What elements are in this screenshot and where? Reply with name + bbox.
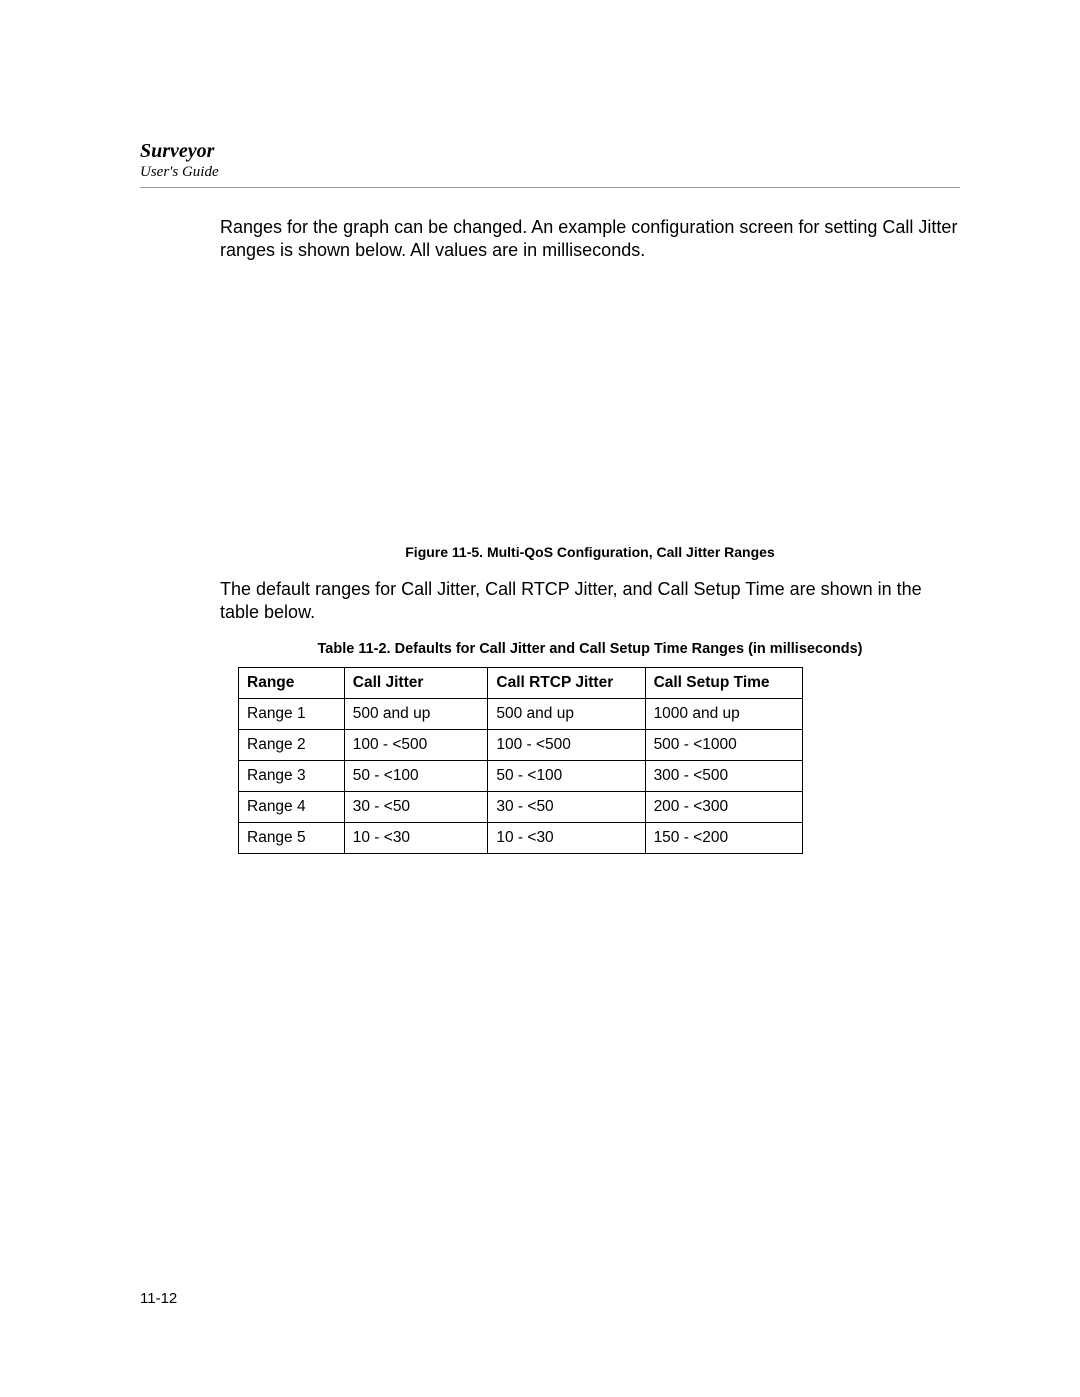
cell-setup: 300 - <500 <box>645 761 802 792</box>
table-caption: Table 11-2. Defaults for Call Jitter and… <box>220 641 960 657</box>
page-number: 11-12 <box>140 1290 177 1307</box>
after-figure-paragraph: The default ranges for Call Jitter, Call… <box>220 578 960 623</box>
table-row: Range 5 10 - <30 10 - <30 150 - <200 <box>239 823 803 854</box>
col-header-range: Range <box>239 668 345 699</box>
page-header: Surveyor User's Guide <box>140 140 960 181</box>
cell-rtcp: 50 - <100 <box>488 761 645 792</box>
cell-range: Range 5 <box>239 823 345 854</box>
cell-jitter: 10 - <30 <box>344 823 488 854</box>
doc-subtitle: User's Guide <box>140 164 960 181</box>
table-row: Range 1 500 and up 500 and up 1000 and u… <box>239 699 803 730</box>
cell-setup: 1000 and up <box>645 699 802 730</box>
header-rule <box>140 187 960 188</box>
cell-setup: 200 - <300 <box>645 792 802 823</box>
doc-title: Surveyor <box>140 140 960 162</box>
cell-range: Range 3 <box>239 761 345 792</box>
cell-rtcp: 500 and up <box>488 699 645 730</box>
cell-jitter: 500 and up <box>344 699 488 730</box>
table-header: Range Call Jitter Call RTCP Jitter Call … <box>239 668 803 699</box>
cell-jitter: 100 - <500 <box>344 730 488 761</box>
cell-range: Range 1 <box>239 699 345 730</box>
cell-jitter: 30 - <50 <box>344 792 488 823</box>
col-header-rtcp: Call RTCP Jitter <box>488 668 645 699</box>
cell-range: Range 2 <box>239 730 345 761</box>
cell-rtcp: 30 - <50 <box>488 792 645 823</box>
cell-setup: 150 - <200 <box>645 823 802 854</box>
cell-jitter: 50 - <100 <box>344 761 488 792</box>
col-header-setup: Call Setup Time <box>645 668 802 699</box>
document-page: Surveyor User's Guide Ranges for the gra… <box>0 0 1080 1397</box>
table-row: Range 3 50 - <100 50 - <100 300 - <500 <box>239 761 803 792</box>
col-header-jitter: Call Jitter <box>344 668 488 699</box>
table-header-row: Range Call Jitter Call RTCP Jitter Call … <box>239 668 803 699</box>
cell-range: Range 4 <box>239 792 345 823</box>
table-row: Range 2 100 - <500 100 - <500 500 - <100… <box>239 730 803 761</box>
cell-setup: 500 - <1000 <box>645 730 802 761</box>
intro-paragraph: Ranges for the graph can be changed. An … <box>220 216 960 261</box>
body-content: Ranges for the graph can be changed. An … <box>220 216 960 854</box>
cell-rtcp: 100 - <500 <box>488 730 645 761</box>
figure-caption: Figure 11-5. Multi-QoS Configuration, Ca… <box>220 544 960 560</box>
ranges-table: Range Call Jitter Call RTCP Jitter Call … <box>238 667 803 854</box>
figure-placeholder <box>220 279 960 544</box>
table-body: Range 1 500 and up 500 and up 1000 and u… <box>239 699 803 854</box>
cell-rtcp: 10 - <30 <box>488 823 645 854</box>
table-row: Range 4 30 - <50 30 - <50 200 - <300 <box>239 792 803 823</box>
